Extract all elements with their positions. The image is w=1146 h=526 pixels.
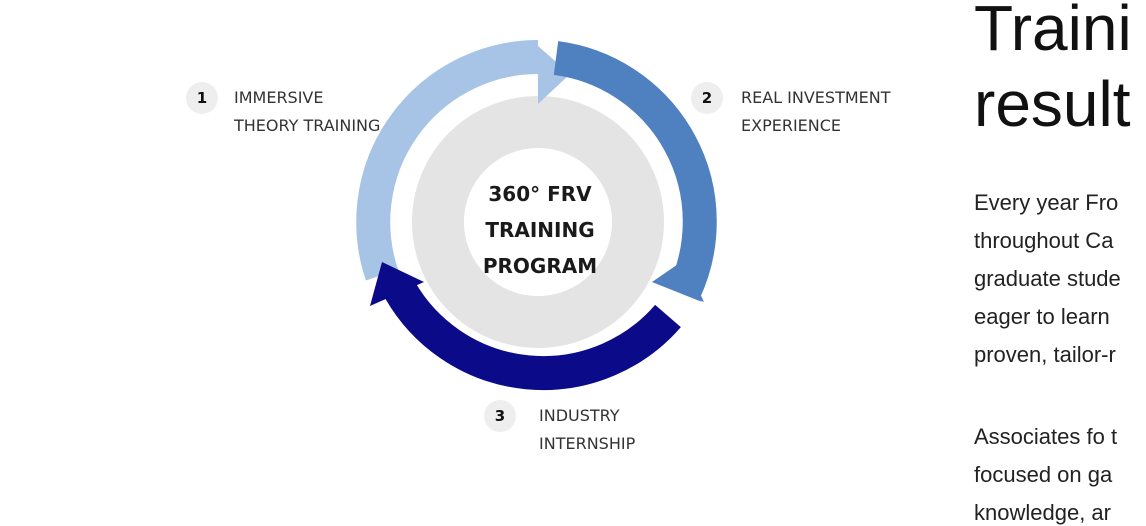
- arrowhead-step-3: [370, 262, 424, 306]
- paragraph-line: Every year Fro: [974, 190, 1119, 215]
- arc-step-2: [553, 41, 717, 300]
- step-2-label: REAL INVESTMENT EXPERIENCE: [741, 84, 891, 140]
- step-2-badge: 2: [691, 82, 723, 114]
- paragraph-line: graduate stude: [974, 266, 1121, 291]
- step-2-label-line: EXPERIENCE: [741, 116, 842, 135]
- paragraph-line: proven, tailor-r: [974, 342, 1116, 367]
- paragraph-line: throughout Ca: [974, 228, 1114, 253]
- step-3-label: INDUSTRY INTERNSHIP: [539, 402, 635, 458]
- arrowhead-step-1: [538, 46, 570, 104]
- paragraph-line: focused on ga: [974, 462, 1113, 487]
- heading-line: result: [974, 68, 1131, 140]
- arrowhead-step-2-tip: [652, 260, 704, 302]
- intro-paragraph: Every year Fro throughout Ca graduate st…: [974, 184, 1121, 374]
- center-disk: [464, 148, 612, 296]
- inner-ring: [412, 96, 664, 348]
- paragraph-line: Associates fo t: [974, 424, 1118, 449]
- center-label-line: 360° FRV: [488, 182, 592, 206]
- step-1-label-line: THEORY TRAINING: [234, 116, 381, 135]
- step-1-label: IMMERSIVE THEORY TRAINING: [234, 84, 380, 140]
- associates-paragraph: Associates fo t focused on ga knowledge,…: [974, 418, 1117, 526]
- step-1-label-line: IMMERSIVE: [234, 88, 324, 107]
- page-heading: Traini result: [974, 0, 1132, 142]
- center-label: 360° FRV TRAINING PROGRAM: [440, 176, 640, 284]
- step-1-badge: 1: [186, 82, 218, 114]
- arc-step-1: [356, 40, 539, 281]
- center-label-line: PROGRAM: [482, 254, 598, 278]
- step-3-label-line: INDUSTRY: [539, 406, 620, 425]
- paragraph-line: knowledge, ar: [974, 500, 1111, 525]
- step-3-badge: 3: [484, 400, 516, 432]
- content-panel: Traini result Every year Fro throughout …: [974, 0, 1146, 526]
- paragraph-line: eager to learn: [974, 304, 1110, 329]
- arc-step-3: [385, 281, 681, 390]
- step-2-label-line: REAL INVESTMENT: [741, 88, 891, 107]
- center-label-line: TRAINING: [485, 218, 595, 242]
- heading-line: Traini: [974, 0, 1132, 64]
- step-3-label-line: INTERNSHIP: [539, 434, 636, 453]
